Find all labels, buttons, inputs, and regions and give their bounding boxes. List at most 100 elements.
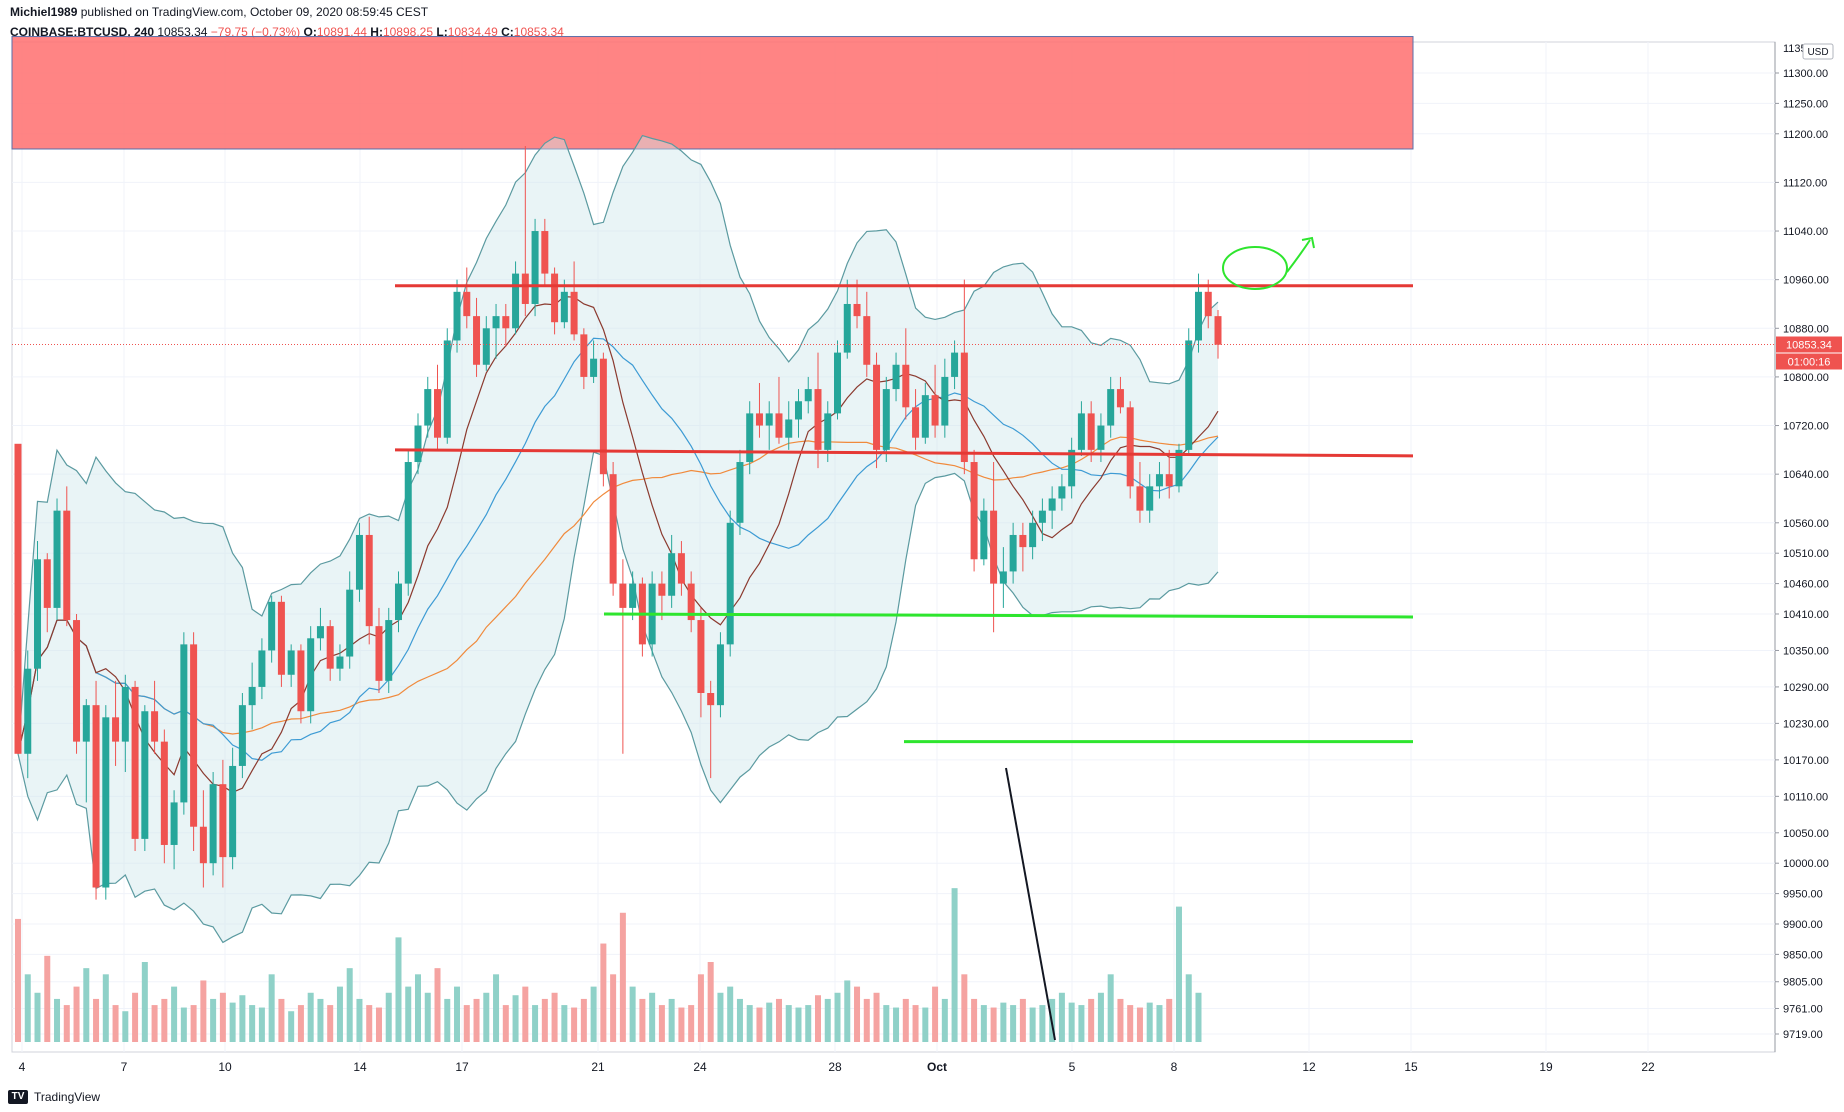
volume-bar [854, 986, 861, 1042]
candle-body [141, 711, 149, 839]
volume-bar [610, 974, 617, 1042]
candle-body [1009, 534, 1017, 572]
volume-bar [15, 918, 21, 1042]
candle-body [316, 626, 324, 639]
volume-bar [132, 992, 139, 1042]
volume-bar [356, 998, 363, 1042]
volume-bar [688, 1005, 695, 1042]
candle-body [209, 784, 217, 864]
volume-bar [190, 1005, 197, 1042]
y-tick-label: 10560.00 [1783, 518, 1829, 530]
x-tick-label: 5 [1069, 1060, 1076, 1074]
y-tick-label: 11040.00 [1783, 226, 1828, 238]
y-tick-label: 9900.00 [1783, 919, 1823, 931]
volume-bar [883, 1005, 890, 1042]
volume-bar [317, 998, 324, 1042]
volume-bar [200, 980, 207, 1042]
candle-body [53, 510, 61, 608]
candle-body [1029, 522, 1037, 548]
candle-body [882, 389, 890, 450]
candle-body [512, 273, 520, 329]
candle-body [531, 231, 539, 304]
candle-body [170, 802, 178, 845]
volume-bar [873, 992, 880, 1042]
last-price-label: 10853.34 [1786, 339, 1832, 351]
volume-bar [1010, 1005, 1017, 1042]
volume-bar [102, 974, 109, 1042]
candle-body [1214, 316, 1222, 345]
candle-body [63, 510, 71, 621]
y-tick-label: 9850.00 [1783, 949, 1823, 961]
y-tick-label: 10290.00 [1783, 682, 1829, 694]
candle-body [716, 644, 724, 706]
volume-bar [834, 992, 841, 1042]
volume-bar [697, 974, 704, 1042]
open-value: 10891.44 [316, 25, 367, 39]
candle-body [1077, 413, 1085, 450]
volume-bar [561, 1005, 568, 1042]
candle-body [1068, 449, 1076, 487]
candle-body [414, 425, 422, 463]
y-tick-label: 9761.00 [1783, 1003, 1823, 1015]
candle-body [453, 291, 461, 341]
moving-average-mid [17, 337, 1219, 761]
volume-bar [1166, 998, 1173, 1042]
volume-bar [268, 974, 275, 1042]
volume-bar [307, 992, 314, 1042]
volume-bar [434, 968, 441, 1042]
chart-header: Michiel1989 published on TradingView.com… [10, 2, 564, 42]
candle-body [1194, 291, 1202, 341]
volume-bar [161, 998, 168, 1042]
currency-label: USD [1807, 47, 1828, 58]
candle-body [287, 650, 295, 675]
candle-body [814, 389, 822, 450]
y-tick-label: 10720.00 [1783, 421, 1829, 433]
x-tick-label: 17 [455, 1060, 469, 1074]
candle-body [307, 638, 315, 712]
open-label: O: [303, 25, 317, 39]
volume-bar [1107, 974, 1114, 1042]
volume-bar [785, 1005, 792, 1042]
volume-bar [327, 1005, 334, 1042]
volume-bar [1000, 1002, 1007, 1042]
low-label: L: [436, 25, 448, 39]
volume-bar [1175, 906, 1182, 1042]
volume-bar [1127, 1005, 1134, 1042]
candle-body [609, 474, 617, 584]
candle-body [521, 273, 529, 304]
candle-body [824, 413, 832, 450]
candle-body [1097, 425, 1105, 450]
candle-body [1087, 413, 1095, 450]
volume-bar [795, 1007, 802, 1042]
volume-bar [522, 986, 529, 1042]
candle-body [1146, 486, 1154, 511]
tradingview-brand[interactable]: TradingView [34, 1090, 101, 1104]
candle-body [892, 364, 900, 390]
candle-body [443, 340, 451, 438]
candle-body [277, 601, 285, 675]
candle-body [112, 717, 120, 742]
moving-average-fast [17, 295, 1219, 793]
last-price-box [1776, 336, 1842, 353]
y-tick-label: 10000.00 [1783, 858, 1829, 870]
volume-bar [649, 992, 656, 1042]
candle-body [336, 656, 344, 669]
x-tick-label: 10 [218, 1060, 232, 1074]
y-axis: 11300.00 11250.00 11200.00 11120.00 11040.00… [12, 42, 1834, 1052]
currency-box [1802, 43, 1834, 60]
volume-bar [668, 998, 675, 1042]
author-name[interactable]: Michiel1989 [10, 5, 78, 19]
tradingview-logo-icon: TV [8, 1090, 28, 1104]
candle-body [1107, 389, 1115, 426]
volume-bar [454, 986, 461, 1042]
candle-body [687, 583, 695, 621]
x-tick-label: 12 [1302, 1060, 1316, 1074]
price-chart[interactable]: 4 7 10 14 17 21 24 28 Oct 5 8 12 15 19 22 11300.00 11250… [0, 0, 1844, 1085]
volume-bar [1117, 998, 1124, 1042]
support-line-upper [603, 612, 1414, 619]
candle-body [160, 741, 168, 845]
volume-bar [571, 1007, 578, 1042]
volume-bar [385, 992, 392, 1042]
volume-bar [815, 995, 821, 1042]
volume-bar [893, 1007, 900, 1042]
